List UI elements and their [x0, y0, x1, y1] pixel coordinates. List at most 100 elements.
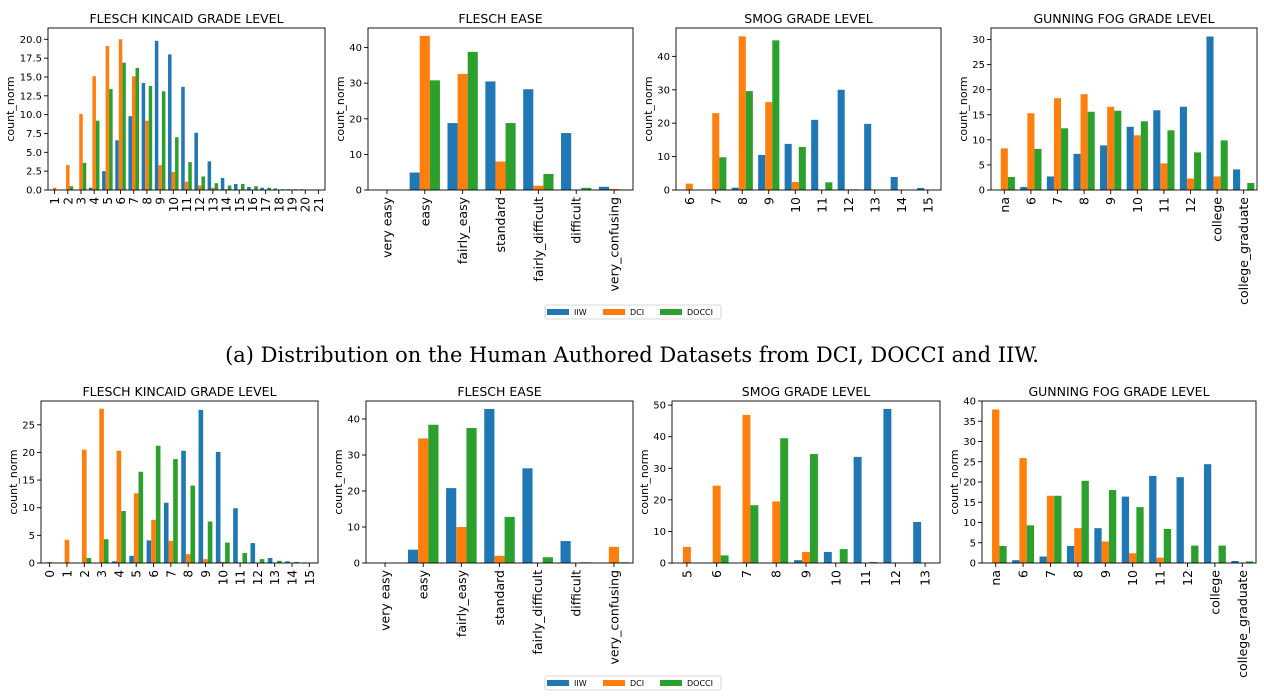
- bar-dci-college: [1213, 176, 1221, 190]
- bar-iiw-difficult: [561, 133, 572, 190]
- y-tick-label: 12.5: [20, 91, 42, 102]
- x-tick-label: 18: [272, 197, 286, 212]
- y-tick-label: 7.5: [26, 129, 42, 140]
- y-axis-label: count_norm: [334, 76, 347, 141]
- x-tick-label: 9: [761, 197, 776, 205]
- bar-dci-7: [1053, 98, 1062, 190]
- bar-docci-14: [294, 561, 299, 563]
- bar-iiw-6: [1012, 560, 1020, 563]
- x-tick-label: 8: [735, 197, 750, 205]
- bar-dci-very-confusing: [608, 546, 620, 563]
- bar-iiw-9: [1100, 145, 1108, 190]
- legend-label-docci: DOCCI: [687, 679, 713, 688]
- bar-docci-easy: [429, 80, 440, 190]
- x-tick-label: standard: [492, 570, 507, 625]
- y-tick-label: 20: [963, 478, 976, 489]
- bar-docci-10: [175, 137, 179, 190]
- bar-docci-3: [82, 162, 87, 190]
- bar-iiw-7: [1039, 556, 1047, 563]
- chart-title: GUNNING FOG GRADE LEVEL: [1033, 11, 1214, 26]
- x-tick-label: easy: [417, 196, 432, 226]
- y-tick-label: 50: [653, 401, 666, 412]
- bar-iiw-10: [215, 451, 221, 563]
- bar-iiw-12: [194, 132, 198, 190]
- bar-docci-5: [109, 89, 113, 190]
- bar-dci-7: [1046, 495, 1055, 563]
- bar-dci-11: [1156, 557, 1164, 563]
- x-tick-label: 21: [312, 197, 326, 212]
- x-tick-label: 7: [1043, 570, 1058, 578]
- plot-frame: [365, 400, 634, 564]
- bar-docci-4: [95, 120, 100, 190]
- bar-dci-easy: [418, 438, 429, 563]
- bar-dci-8: [145, 120, 149, 190]
- bar-docci-12: [201, 176, 205, 190]
- bar-dci-6: [1027, 113, 1035, 190]
- y-tick-label: 25: [972, 60, 985, 71]
- bar-docci-difficult: [581, 187, 592, 190]
- bar-docci-9: [1114, 110, 1122, 190]
- legend-swatch-docci: [660, 680, 682, 686]
- y-tick-label: 0: [29, 559, 35, 570]
- plot-frame: [990, 27, 1258, 191]
- bar-dci-3: [99, 408, 104, 563]
- bar-docci-6: [1026, 525, 1035, 563]
- bar-docci-13: [214, 183, 219, 190]
- bar-docci-10: [225, 542, 230, 563]
- bar-docci-8: [148, 86, 153, 190]
- y-tick-label: 40: [653, 432, 666, 443]
- x-tick-label: 11: [1156, 197, 1171, 213]
- bar-dci-6: [151, 519, 156, 563]
- y-axis-label: count_norm: [332, 449, 345, 514]
- bar-iiw-5: [102, 171, 106, 190]
- bar-docci-6: [122, 62, 126, 191]
- bar-iiw-8: [1073, 153, 1081, 190]
- legend-box: [544, 675, 722, 691]
- x-tick-label: 5: [679, 570, 694, 578]
- bar-docci-easy: [428, 424, 439, 563]
- y-axis-label: count_norm: [4, 76, 17, 141]
- bar-docci-8: [1081, 480, 1089, 563]
- bar-docci-8: [745, 91, 753, 190]
- bar-docci-12: [1194, 152, 1202, 190]
- bar-docci-10: [798, 146, 806, 190]
- x-tick-label: very easy: [379, 196, 394, 257]
- bar-docci-11: [825, 182, 833, 190]
- bar-iiw-easy: [409, 172, 420, 190]
- x-tick-label: 12: [193, 197, 207, 212]
- legend-label-dci: DCI: [630, 308, 644, 317]
- x-tick-label: college_graduate: [1236, 197, 1251, 305]
- y-tick-label: 10: [963, 518, 976, 529]
- plot-frame: [671, 400, 941, 564]
- y-tick-label: 30: [972, 35, 985, 46]
- x-tick-label: college: [1207, 570, 1222, 615]
- bar-docci-11: [188, 162, 192, 190]
- bar-iiw-8: [141, 83, 146, 190]
- bar-dci-5: [682, 546, 691, 563]
- x-tick-label: easy: [416, 569, 431, 599]
- bar-dci-10: [220, 561, 226, 563]
- bar-docci-7: [1054, 495, 1062, 563]
- x-tick-label: 8: [1077, 197, 1092, 205]
- x-tick-label: 3: [74, 197, 88, 205]
- x-tick-label: na: [997, 197, 1012, 213]
- y-tick-label: 5.0: [26, 148, 42, 159]
- bar-docci-14: [227, 185, 232, 190]
- bar-docci-standard: [504, 516, 515, 563]
- bar-dci-5: [105, 46, 110, 190]
- bar-iiw-7: [128, 116, 132, 190]
- bar-dci-2: [66, 165, 70, 190]
- bar-dci-10: [1133, 135, 1141, 190]
- bar-iiw-fairly-difficult: [522, 468, 533, 563]
- bar-docci-17: [267, 187, 271, 190]
- bar-docci-fairly-difficult: [542, 557, 553, 563]
- bar-docci-16: [254, 186, 258, 190]
- x-tick-label: 13: [206, 197, 220, 212]
- bar-iiw-11: [233, 508, 238, 563]
- x-tick-label: 16: [246, 197, 260, 212]
- legend-swatch-iiw: [547, 309, 569, 315]
- x-tick-label: 10: [828, 570, 843, 586]
- bar-docci-11: [242, 553, 248, 563]
